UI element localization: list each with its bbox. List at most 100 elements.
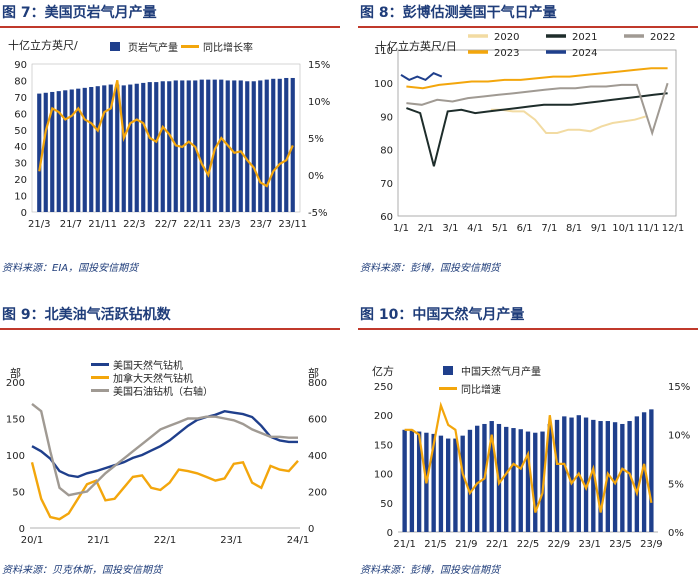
bar [43,92,48,212]
y-tick-label-right: 800 [308,378,327,389]
bar [245,81,250,212]
y-tick-label-left: 150 [6,415,25,426]
growth-line [404,401,653,513]
bar [511,428,516,532]
x-tick-label: 10/1 [612,223,634,234]
x-tick-label: 22/9 [548,539,570,550]
x-tick-label: 21/1 [393,539,415,550]
bar [284,77,289,212]
y-tick-label-right: 400 [308,451,327,462]
chart-title: 图 7：美国页岩气月产量 [2,5,157,21]
bar [612,422,618,532]
y-tick-label-left: 70 [14,93,27,104]
x-tick-label: 11/1 [637,223,659,234]
series-line-2021 [406,92,668,167]
chart-panel-china-gas: 图 10：中国天然气月产量 亿方 0 50 100 150 200 250 0% 5% 10% 15… [358,302,698,582]
y-tick-label-right: -5% [308,208,327,219]
legend-label: 加拿大天然气钻机 [113,372,193,385]
bar [598,421,603,532]
bar [569,417,574,532]
bar [562,416,567,532]
chart-source: 资料来源：EIA，国投安信期货 [2,263,139,274]
bar [547,423,552,532]
bar [141,82,146,213]
y-tick-label-left: 250 [374,382,393,393]
y-tick-label-left: 20 [14,175,27,186]
y-tick-label-left: 200 [6,378,25,389]
bar [264,79,269,212]
x-tick-label: 22/7 [155,219,177,230]
shale-gas-chart: 十亿立方英尺/0 10 20 30 40 50 60 70 80 90 -5% 0% 5% 10% 15% 2… [8,38,330,230]
x-tick-label: 22/11 [183,219,212,230]
y-tick-label-left: 0 [387,528,393,539]
x-tick-label: 6/1 [517,223,533,234]
bar [82,87,87,212]
x-tick-label: 2/1 [418,223,434,234]
x-tick-label: 8/1 [566,223,582,234]
bar [238,80,243,212]
bar [251,81,256,212]
y-tick-label-left: 90 [14,60,27,71]
y-tick-label: 90 [380,112,393,123]
series-line-2023 [406,67,668,90]
y-axis-title-left: 部 [10,366,21,380]
x-tick-label: 21/7 [60,219,82,230]
y-tick-label-left: 200 [374,411,393,422]
legend-label: 2023 [494,48,519,59]
y-tick-label: 60 [380,212,393,223]
y-tick-label-left: 50 [12,488,25,499]
bar [199,79,204,212]
series-line-2020 [490,108,647,134]
bar [533,432,538,532]
bar [402,429,407,532]
bar [649,409,654,532]
y-tick-label: 80 [380,146,393,157]
x-tick-label: 23/11 [278,219,307,230]
bar [160,81,165,212]
y-tick-label-right: 0% [668,528,684,539]
x-tick-label: 5/1 [492,223,508,234]
bar [475,425,480,532]
bar [416,431,422,532]
x-tick-label: 23/9 [640,539,662,550]
bar [467,429,473,532]
chart-source: 资料来源：彭博，国投安信期货 [360,565,500,576]
bar [56,91,61,212]
bar [63,90,68,212]
legend-swatch [443,366,453,375]
x-tick-label: 23/1 [220,535,242,546]
series-line [30,460,299,521]
bar [634,416,640,532]
title-rule [358,26,698,28]
chart-panel-rig-count: 图 9：北美油气活跃钻机数 部 部 0 50 100 150 200 0 200 400 600 80… [0,302,340,582]
y-tick-label-right: 10% [308,97,330,108]
y-tick-label: 100 [374,79,393,90]
bar [460,435,465,532]
growth-line [38,80,294,188]
dry-gas-chart: 十亿立方英尺/日 60 70 80 90 100 110 1/1 2/1 3/1 4/1 5/1 6/1… [374,32,684,234]
y-tick-label-right: 15% [668,382,690,393]
x-tick-label: 22/5 [517,539,539,550]
y-tick-label: 70 [380,179,393,190]
bar [554,419,560,532]
legend-label: 同比增长率 [203,41,253,54]
bar [620,423,625,532]
bar [518,429,523,532]
y-tick-label-left: 0 [19,524,25,535]
bar [134,83,139,212]
x-tick-label: 21/11 [88,219,117,230]
y-axis-title: 十亿立方英尺/ [8,38,78,52]
y-tick-label-right: 5% [668,479,684,490]
chart-title: 图 9：北美油气活跃钻机数 [2,307,171,323]
chart-source: 资料来源：彭博，国投安信期货 [360,263,500,274]
chart-panel-shale-gas: 图 7：美国页岩气月产量 十亿立方英尺/0 10 20 30 40 50 60 70 80 90 -… [0,0,340,280]
y-axis-title: 十亿立方英尺/日 [376,39,457,53]
title-rule [0,328,340,330]
bar [641,412,647,532]
y-tick-label-right: 0 [308,524,314,535]
bar [583,417,589,532]
y-tick-label-left: 60 [14,109,27,120]
legend-label: 页岩气产量 [128,41,178,54]
bar [115,84,120,212]
